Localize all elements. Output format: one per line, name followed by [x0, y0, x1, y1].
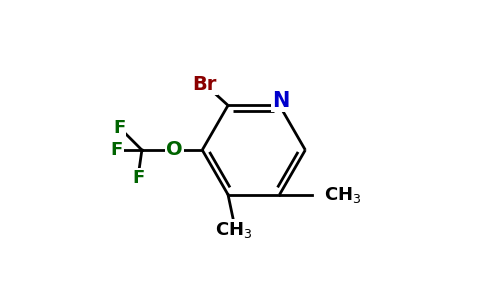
Text: F: F: [133, 169, 145, 187]
Text: N: N: [272, 91, 290, 111]
Text: CH$_3$: CH$_3$: [215, 220, 253, 240]
Text: F: F: [114, 119, 126, 137]
Text: F: F: [111, 141, 123, 159]
Text: Br: Br: [192, 75, 217, 94]
Text: O: O: [166, 140, 182, 160]
Text: CH$_3$: CH$_3$: [324, 184, 361, 205]
